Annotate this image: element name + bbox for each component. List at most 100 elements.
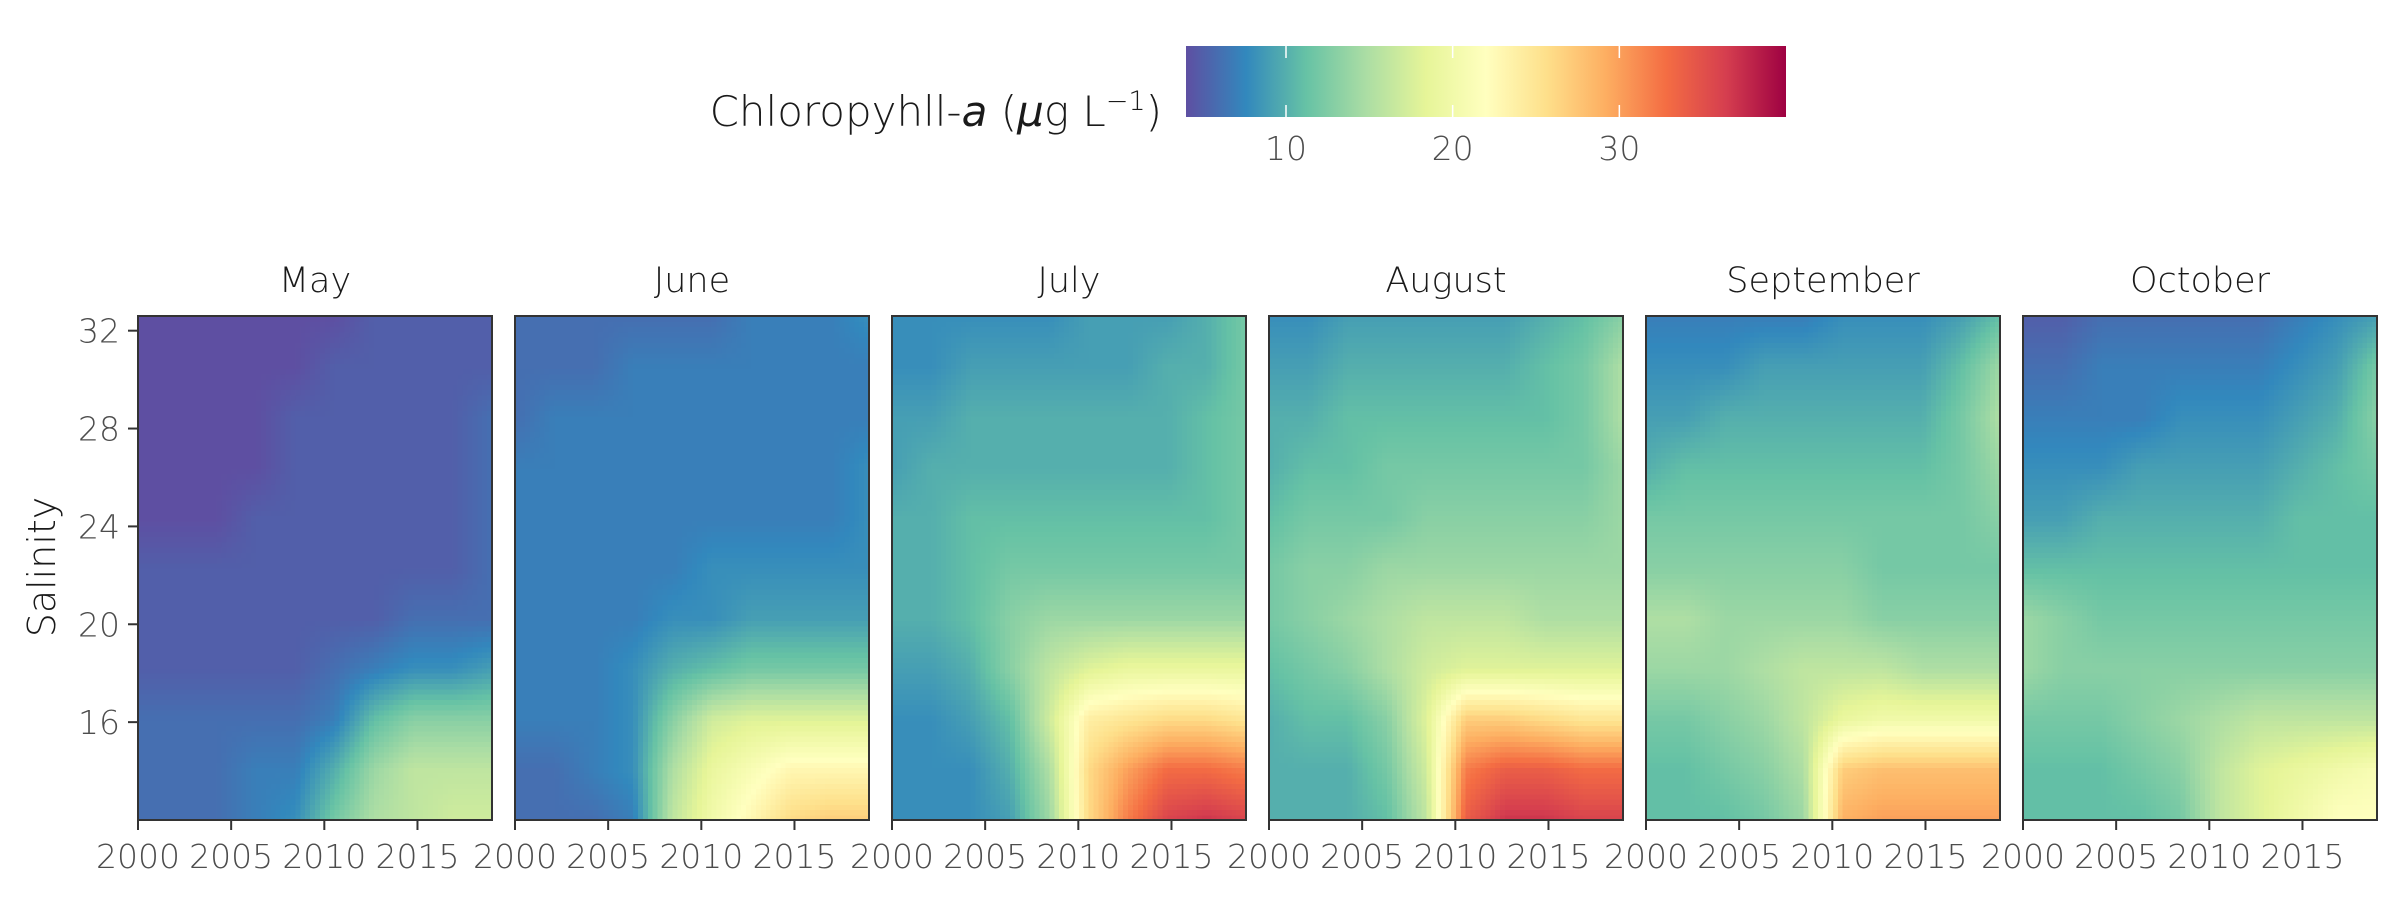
heatmap-cell [212, 626, 218, 632]
heatmap-cell [448, 631, 454, 637]
heatmap-cell [359, 799, 365, 805]
heatmap-cell [349, 631, 355, 637]
legend-tick-label: 20 [1432, 129, 1474, 168]
heatmap-cell [340, 720, 346, 726]
heatmap-cell [290, 521, 296, 527]
heatmap-cell [349, 605, 355, 611]
heatmap-cell [325, 694, 331, 700]
heatmap-cell [202, 684, 208, 690]
heatmap-cell [266, 652, 272, 658]
heatmap-cell [369, 558, 375, 564]
heatmap-cell [379, 600, 385, 606]
heatmap-cell [177, 731, 183, 737]
heatmap-cell [418, 668, 424, 674]
heatmap-cell [467, 720, 473, 726]
heatmap-cell [163, 621, 169, 627]
heatmap-cell [261, 647, 267, 653]
heatmap-cell [251, 694, 257, 700]
heatmap-cell [295, 568, 301, 574]
heatmap-cell [168, 747, 174, 753]
heatmap-cell [251, 626, 257, 632]
heatmap-cell [276, 773, 282, 779]
legend-title-mu: μ [1016, 87, 1044, 136]
heatmap-cell [246, 558, 252, 564]
heatmap-cell [369, 710, 375, 716]
heatmap-cell [320, 678, 326, 684]
heatmap-cell [458, 589, 464, 595]
heatmap-cell [212, 799, 218, 805]
heatmap-cell [477, 778, 483, 784]
heatmap-cell [408, 516, 414, 522]
heatmap-cell [443, 610, 449, 616]
heatmap-cell [404, 705, 410, 711]
heatmap-cell [182, 710, 188, 716]
heatmap-cell [261, 605, 267, 611]
legend-title-units: g L [1044, 87, 1106, 136]
heatmap-cell [404, 684, 410, 690]
heatmap-cell [241, 531, 247, 537]
heatmap-cell [399, 652, 405, 658]
heatmap-cell [300, 626, 306, 632]
heatmap-cell [389, 631, 395, 637]
heatmap-cell [359, 715, 365, 721]
heatmap-cell [197, 605, 203, 611]
heatmap-cell [172, 516, 178, 522]
heatmap-cell [192, 799, 198, 805]
heatmap-cell [345, 757, 351, 763]
heatmap-cell [389, 579, 395, 585]
heatmap-cell [477, 563, 483, 569]
heatmap-cell [399, 621, 405, 627]
heatmap-cell [261, 804, 267, 810]
heatmap-cell [187, 552, 193, 558]
heatmap-cell [443, 552, 449, 558]
heatmap-cell [423, 710, 429, 716]
heatmap-cell [148, 568, 154, 574]
heatmap-cell [443, 715, 449, 721]
heatmap-cell [310, 699, 316, 705]
heatmap-cell [143, 610, 149, 616]
heatmap-cell [276, 657, 282, 663]
heatmap-cell [354, 789, 360, 795]
heatmap-cell [231, 705, 237, 711]
heatmap-cell [217, 710, 223, 716]
heatmap-cell [187, 531, 193, 537]
heatmap-cell [177, 663, 183, 669]
heatmap-cell [349, 636, 355, 642]
heatmap-cell [305, 563, 311, 569]
heatmap-cells [138, 316, 493, 821]
heatmap-cell [423, 810, 429, 816]
heatmap-cell [404, 594, 410, 600]
heatmap-cell [369, 579, 375, 585]
heatmap-cell [428, 589, 434, 595]
heatmap-cell [389, 526, 395, 532]
heatmap-cell [325, 547, 331, 553]
heatmap-cell [192, 547, 198, 553]
heatmap-cell [177, 794, 183, 800]
heatmap-cell [359, 631, 365, 637]
heatmap-cell [423, 552, 429, 558]
heatmap-cell [463, 794, 469, 800]
heatmap-cell [168, 542, 174, 548]
heatmap-cell [168, 699, 174, 705]
heatmap-cell [394, 647, 400, 653]
heatmap-cell [374, 804, 380, 810]
heatmap-cell [384, 794, 390, 800]
heatmap-cell [472, 594, 478, 600]
heatmap-cell [413, 789, 419, 795]
heatmap-cell [177, 705, 183, 711]
heatmap-cell [163, 757, 169, 763]
heatmap-cell [227, 647, 233, 653]
heatmap-cell [261, 626, 267, 632]
heatmap-cell [227, 621, 233, 627]
heatmap-cell [281, 699, 287, 705]
heatmap-cell [212, 621, 218, 627]
heatmap-cell [389, 563, 395, 569]
heatmap-cell [364, 610, 370, 616]
heatmap-cell [222, 799, 228, 805]
heatmap-cell [236, 547, 242, 553]
heatmap-cell [359, 794, 365, 800]
heatmap-cell [276, 705, 282, 711]
heatmap-cell [222, 747, 228, 753]
heatmap-cell [256, 699, 262, 705]
heatmap-cell [418, 710, 424, 716]
